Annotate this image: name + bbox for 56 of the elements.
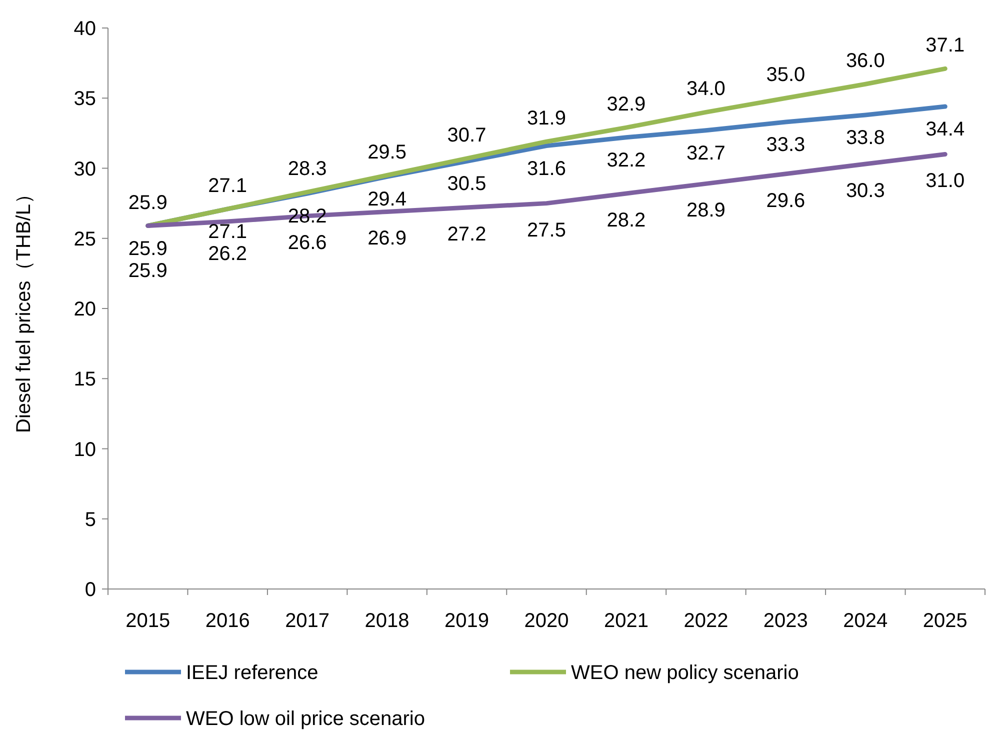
y-tick-label: 0 — [84, 579, 96, 601]
y-tick-label: 25 — [74, 228, 96, 250]
y-tick-label: 40 — [74, 18, 96, 40]
x-tick-label: 2015 — [126, 610, 170, 632]
data-label: 30.7 — [447, 124, 486, 146]
x-tick-label: 2021 — [604, 610, 648, 632]
data-label: 26.9 — [368, 228, 407, 250]
data-label: 26.2 — [208, 242, 248, 265]
data-label: 34.4 — [926, 118, 965, 141]
x-tick-label: 2019 — [444, 610, 490, 632]
x-tick-label: 2025 — [922, 610, 968, 632]
data-label: 30.5 — [447, 173, 486, 196]
data-label: 31.6 — [527, 158, 566, 180]
data-label: 31.9 — [527, 108, 566, 130]
data-label: 29.6 — [766, 190, 806, 212]
y-axis-title: Diesel fuel prices（THB/L） — [13, 184, 35, 433]
data-label: 33.3 — [766, 134, 806, 156]
data-label: 32.7 — [686, 142, 726, 164]
data-label: 32.2 — [606, 149, 646, 172]
data-label: 27.1 — [208, 174, 248, 197]
data-label: 36.0 — [846, 50, 885, 72]
data-label: 28.9 — [686, 200, 726, 222]
y-tick-label: 20 — [74, 298, 96, 320]
data-label: 27.1 — [208, 220, 248, 243]
legend-label: WEO low oil price scenario — [186, 708, 425, 730]
data-label: 37.1 — [926, 34, 965, 57]
data-label: 32.9 — [606, 94, 646, 116]
x-tick-label: 2017 — [285, 610, 330, 632]
y-tick-label: 35 — [74, 88, 96, 110]
x-tick-label: 2020 — [524, 610, 569, 632]
data-label: 27.5 — [527, 219, 566, 242]
y-tick-label: 15 — [74, 368, 96, 391]
data-label: 27.2 — [447, 224, 486, 246]
legend-label: IEEJ reference — [186, 662, 318, 684]
x-tick-label: 2022 — [684, 610, 728, 632]
data-label: 25.9 — [128, 192, 168, 214]
data-label: 30.3 — [846, 180, 885, 202]
data-label: 28.3 — [288, 158, 327, 180]
data-label: 29.4 — [368, 188, 407, 211]
data-label: 31.0 — [926, 170, 965, 192]
legend-label: WEO new policy scenario — [571, 662, 799, 684]
data-label: 29.5 — [368, 141, 407, 164]
data-label: 25.9 — [128, 238, 168, 260]
data-label: 33.8 — [846, 126, 885, 149]
y-tick-label: 30 — [74, 158, 96, 180]
data-label: 28.2 — [606, 209, 646, 232]
data-label: 25.9 — [128, 260, 168, 282]
data-label: 34.0 — [686, 78, 726, 100]
data-label: 26.6 — [288, 232, 327, 254]
x-tick-label: 2018 — [364, 610, 410, 632]
y-tick-label: 10 — [74, 438, 96, 461]
x-tick-label: 2024 — [843, 610, 888, 632]
x-tick-label: 2023 — [763, 610, 808, 632]
x-tick-label: 2016 — [205, 610, 250, 632]
y-tick-label: 5 — [84, 508, 96, 531]
data-label: 35.0 — [766, 64, 806, 86]
